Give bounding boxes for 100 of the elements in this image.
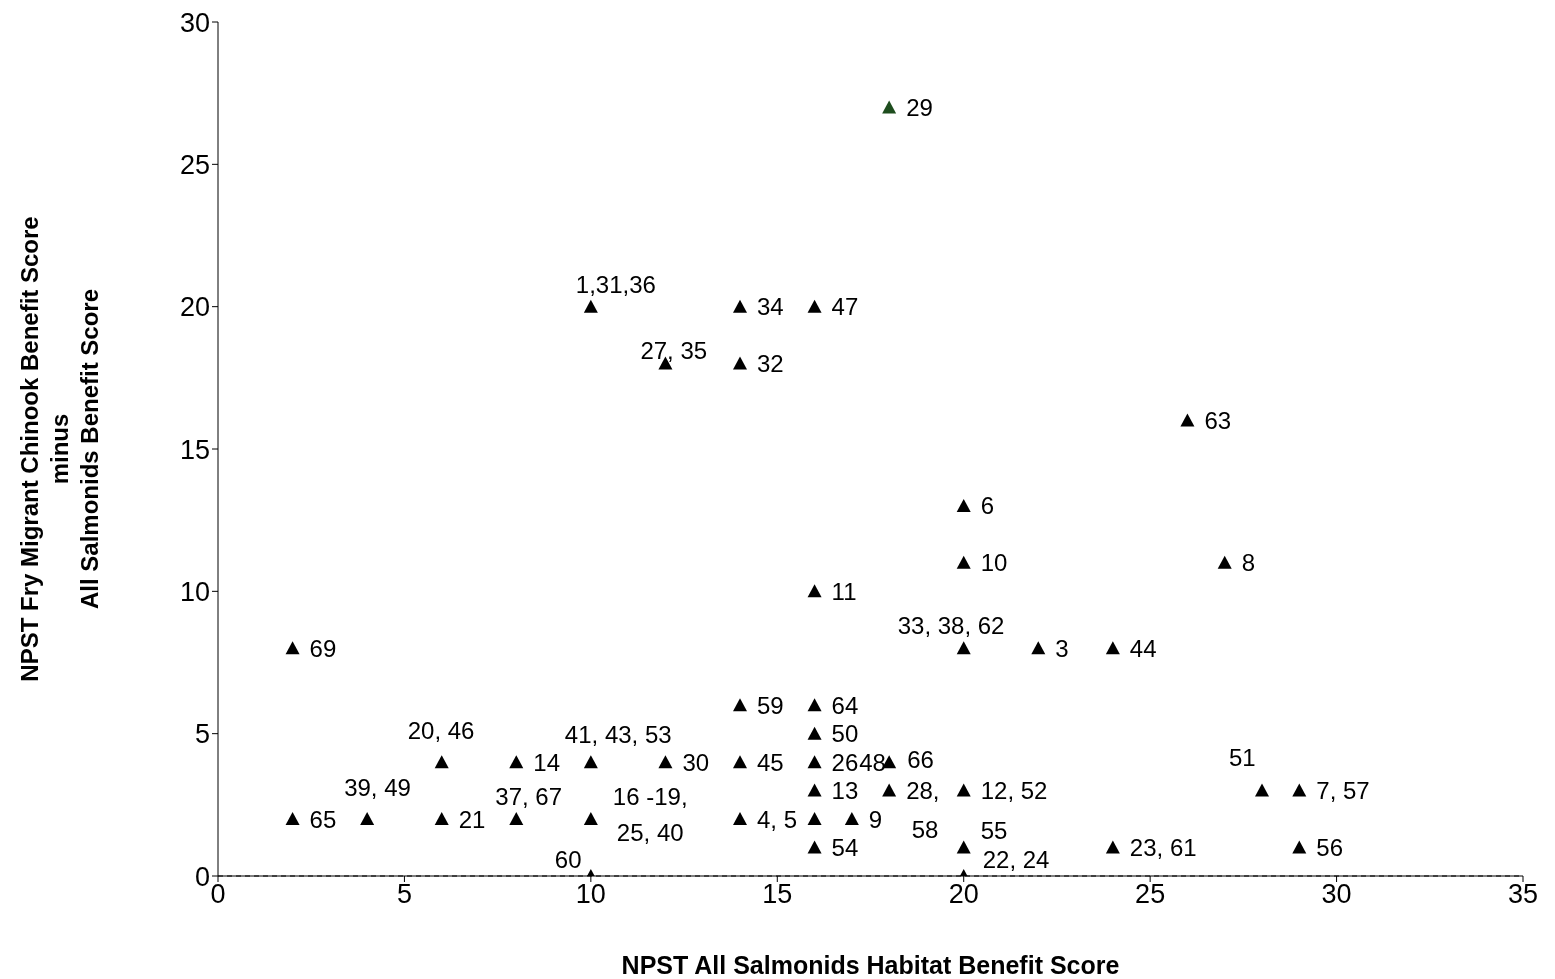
point	[1255, 783, 1269, 797]
annotation: 10	[980, 549, 1008, 577]
annotation: 23, 61	[1129, 834, 1197, 862]
point	[807, 783, 822, 797]
annotation: 7, 57	[1316, 777, 1370, 805]
annotation: 22, 24	[982, 845, 1050, 873]
annotation: 9	[868, 805, 883, 833]
x-tick-label: 20	[948, 879, 979, 910]
annotation: 66	[907, 745, 934, 773]
annotation: 34	[757, 293, 784, 321]
point	[807, 584, 822, 598]
annotation: 28,	[906, 777, 940, 805]
annotation: 65	[309, 805, 337, 833]
x-tick-label: 5	[396, 879, 412, 910]
point	[1105, 641, 1120, 655]
point	[882, 100, 897, 114]
annotation: 54	[831, 834, 859, 862]
point	[956, 840, 971, 854]
y-axis-title: NPST Fry Migrant Chinook Benefit Score minus All Salmonids Benefit Score	[16, 216, 103, 682]
annotation: 45	[757, 748, 784, 776]
point	[1105, 840, 1120, 854]
x-tick-label: 35	[1507, 879, 1539, 910]
annotation: 60	[554, 845, 582, 873]
point	[434, 755, 449, 769]
annotation: 26	[831, 748, 859, 776]
point	[583, 755, 598, 769]
annotation: 44	[1129, 634, 1157, 662]
x-tick-label: 30	[1321, 879, 1352, 910]
point	[882, 783, 897, 797]
annotation: 41, 43, 53	[564, 720, 672, 748]
point	[733, 356, 747, 370]
point	[509, 812, 524, 826]
annotation: 64	[831, 691, 859, 719]
annotation: 25, 40	[616, 818, 684, 846]
annotation: 1,31,36	[575, 271, 656, 299]
annotation: 11	[831, 577, 857, 605]
annotation: 47	[831, 293, 859, 321]
x-tick-label: 25	[1135, 879, 1166, 910]
x-tick-label: 10	[575, 879, 606, 910]
annotation: 20, 46	[407, 716, 475, 744]
point	[733, 698, 747, 712]
point	[583, 299, 598, 313]
point	[733, 755, 747, 769]
annotation: 39, 49	[344, 773, 411, 801]
annotation: 12, 52	[980, 777, 1048, 805]
y-tick-label: 15	[179, 434, 210, 465]
annotation: 3	[1055, 634, 1069, 662]
point	[360, 812, 375, 826]
annotation: 59	[757, 691, 784, 719]
point	[658, 755, 673, 769]
annotation: 16 -19,	[612, 782, 688, 810]
point	[733, 299, 747, 313]
y-tick-label: 25	[179, 149, 210, 180]
annotation: 30	[682, 748, 710, 776]
annotation: 4, 5	[757, 805, 798, 833]
point	[807, 726, 822, 740]
annotation: 13	[831, 777, 859, 805]
x-axis-title: NPST All Salmonids Habitat Benefit Score	[621, 950, 1120, 979]
point	[285, 641, 300, 655]
y-tick-label: 20	[179, 292, 210, 323]
annotation: 27, 35	[640, 337, 708, 365]
point	[583, 812, 598, 826]
annotation: 14	[533, 748, 560, 776]
annotation: 32	[757, 350, 784, 378]
annotation: 69	[309, 634, 337, 662]
annotation: 37, 67	[495, 782, 563, 810]
annotation: 56	[1316, 834, 1343, 862]
point	[807, 812, 822, 826]
point	[1031, 641, 1046, 655]
point	[1217, 555, 1232, 569]
point	[807, 840, 822, 854]
y-tick-label: 5	[194, 719, 210, 750]
point	[844, 812, 859, 826]
annotation: 50	[831, 720, 859, 748]
point	[1180, 413, 1195, 427]
point	[509, 755, 524, 769]
point	[956, 555, 971, 569]
annotation: 8	[1241, 549, 1256, 577]
annotation: 63	[1204, 407, 1232, 435]
point	[807, 755, 822, 769]
point	[956, 498, 971, 512]
point	[956, 783, 971, 797]
annotation: 58	[911, 816, 939, 844]
point	[807, 698, 822, 712]
annotation: 29	[906, 93, 933, 121]
annotation: 55	[980, 817, 1008, 845]
annotation: 33, 38, 62	[897, 611, 1005, 639]
y-tick-label: 10	[179, 576, 210, 607]
annotation: 6	[980, 492, 995, 520]
point	[733, 812, 747, 826]
y-tick-label: 30	[179, 7, 210, 38]
point	[1292, 783, 1307, 797]
annotation: 48	[859, 748, 886, 776]
x-tick-label: 15	[762, 879, 793, 910]
annotation: 51	[1229, 744, 1256, 772]
point	[956, 641, 971, 655]
point	[434, 812, 449, 826]
point	[807, 299, 822, 313]
point	[1292, 840, 1307, 854]
annotation: 21	[458, 805, 486, 833]
